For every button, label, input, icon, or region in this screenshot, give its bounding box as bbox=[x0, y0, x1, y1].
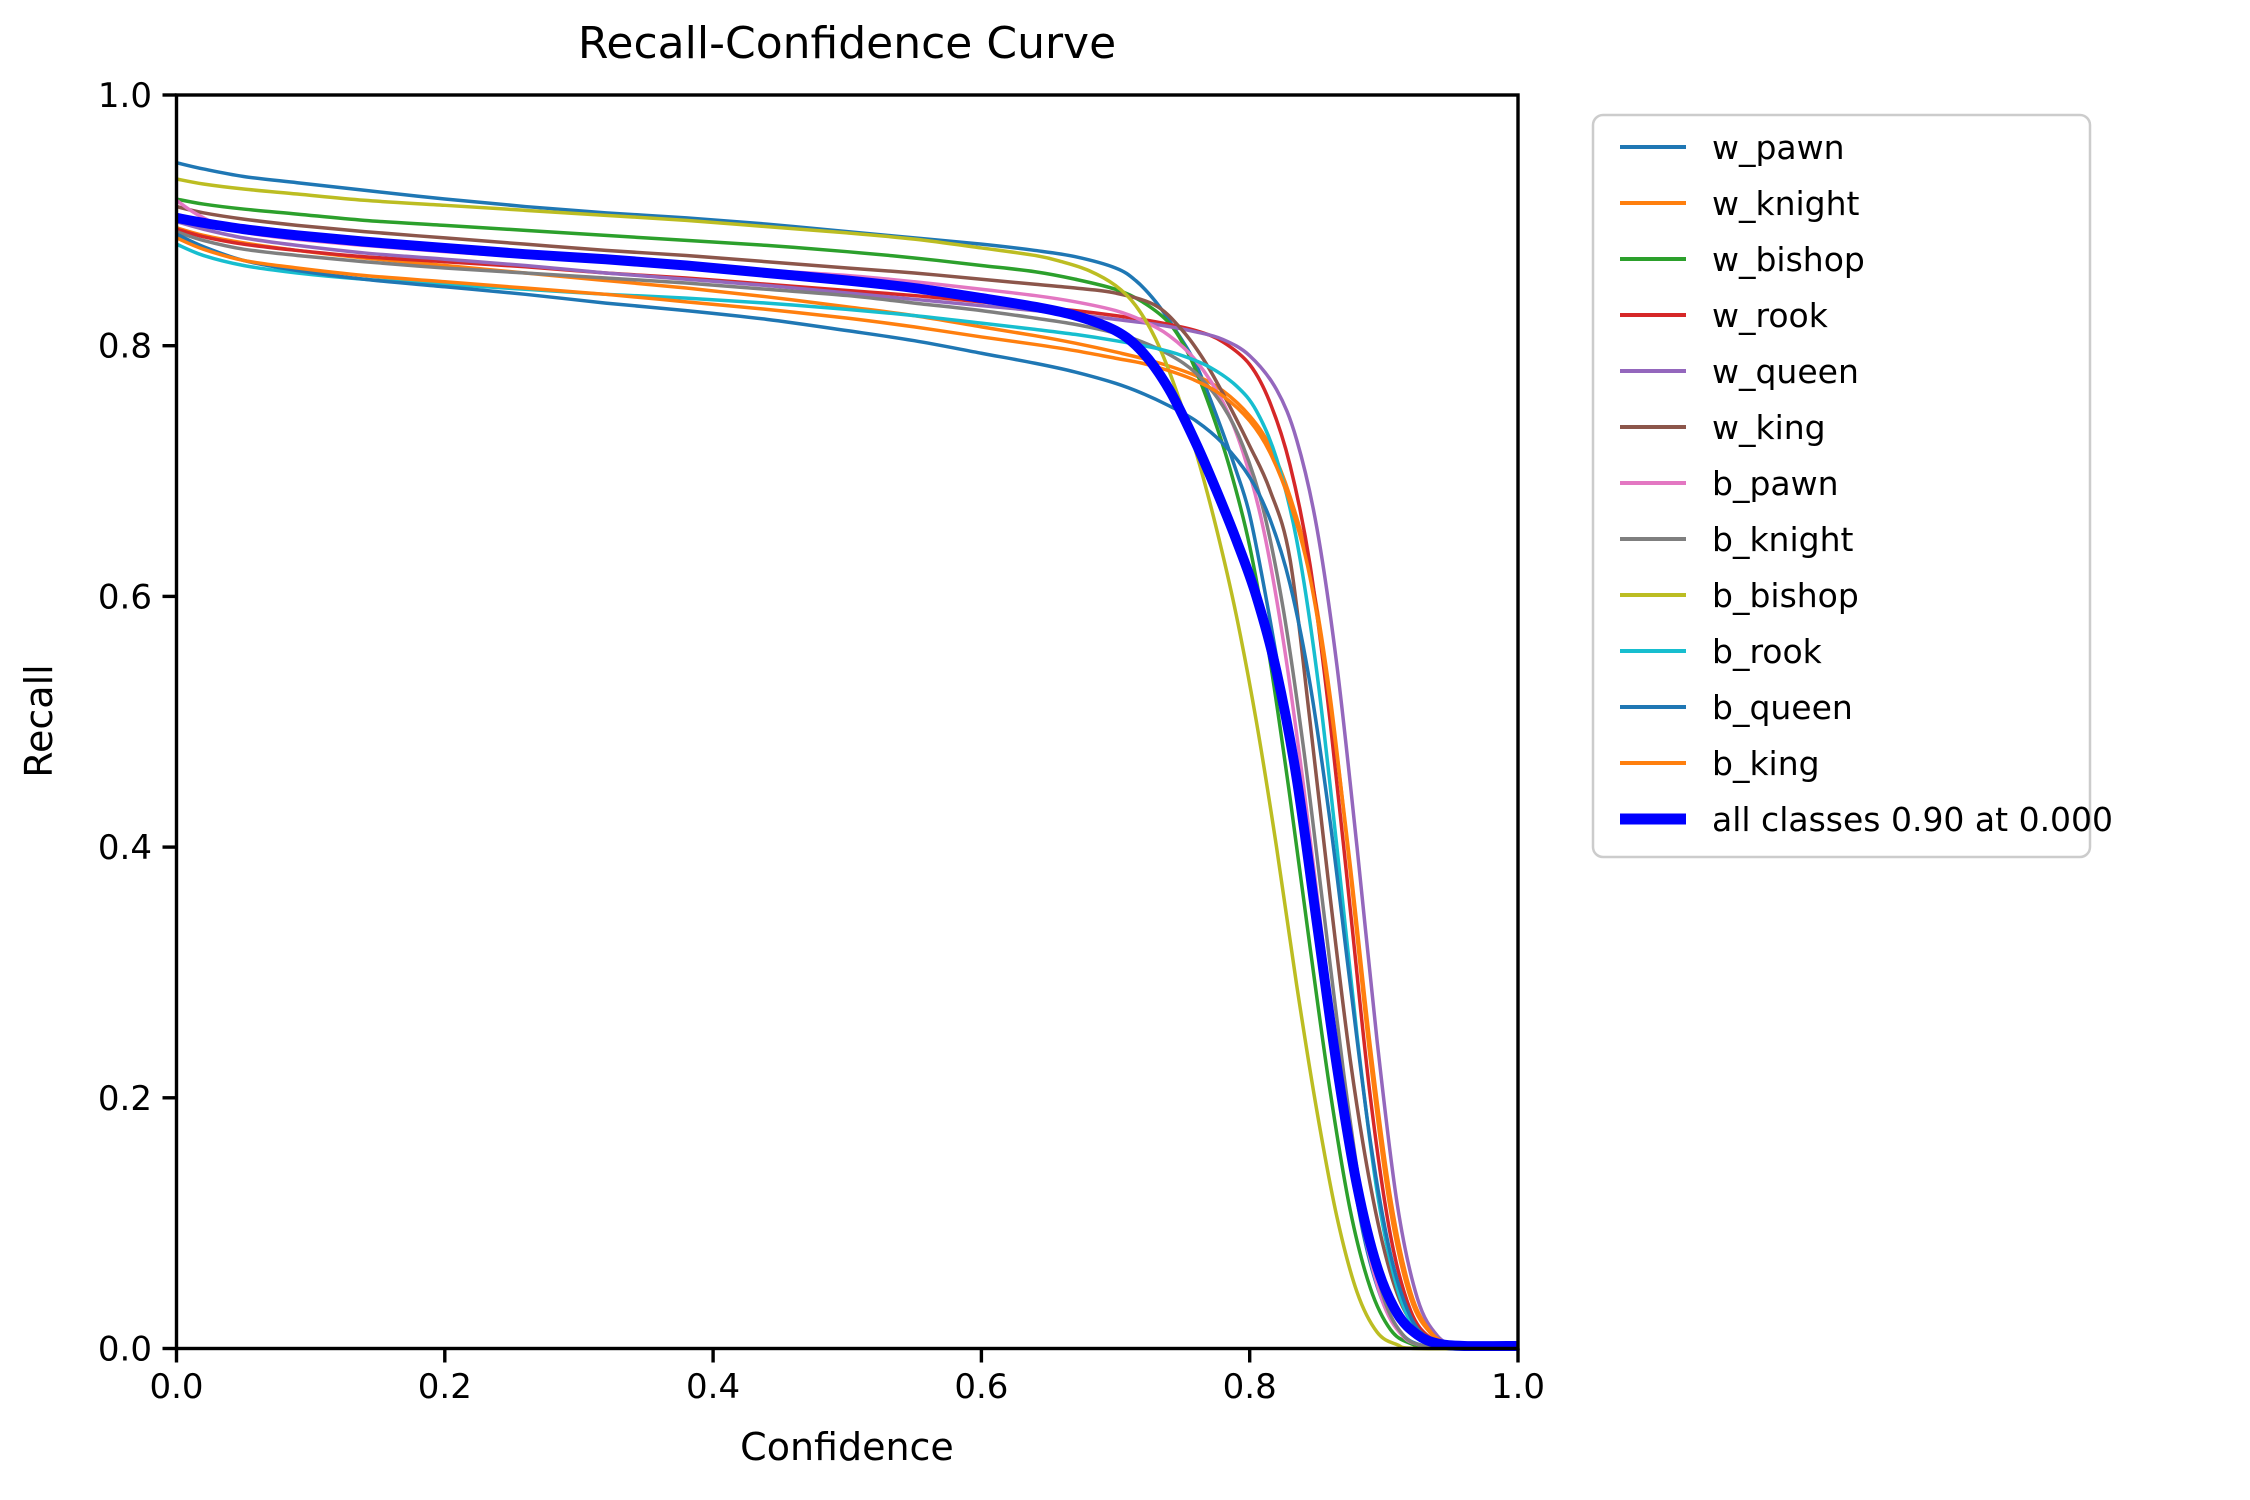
legend-item: b_king bbox=[1620, 744, 1820, 783]
legend-label: b_knight bbox=[1712, 520, 1854, 559]
chart-title: Recall-Confidence Curve bbox=[578, 18, 1116, 69]
legend: w_pawn w_knight w_bishop w_rook w_queen w_kin… bbox=[1591, 113, 2113, 859]
legend-label: w_rook bbox=[1712, 296, 1829, 335]
x-tick-label: 0.8 bbox=[1223, 1367, 1277, 1407]
legend-box bbox=[1591, 113, 2092, 859]
x-tick-label: 0.0 bbox=[149, 1367, 203, 1407]
y-tick-label: 0.8 bbox=[98, 327, 152, 367]
legend-label: w_king bbox=[1712, 408, 1826, 447]
legend-label: w_queen bbox=[1712, 352, 1859, 391]
y-axis-label: Recall bbox=[17, 664, 61, 777]
legend-label: b_king bbox=[1712, 744, 1820, 783]
series-line-w-queen bbox=[176, 219, 1518, 1351]
series-line-b-king bbox=[176, 236, 1518, 1351]
y-tick-label: 0.2 bbox=[98, 1079, 152, 1119]
legend-item: b_pawn bbox=[1620, 464, 1839, 503]
series-line-w-pawn bbox=[176, 160, 1518, 1351]
series-line-w-rook bbox=[176, 227, 1518, 1351]
legend-item: all classes 0.90 at 0.000 bbox=[1620, 800, 2113, 839]
x-tick-label: 0.2 bbox=[418, 1367, 472, 1407]
series-line-b-rook bbox=[176, 242, 1518, 1351]
x-tick-label: 1.0 bbox=[1491, 1367, 1545, 1407]
legend-item: w_queen bbox=[1620, 352, 1859, 391]
legend-label: w_bishop bbox=[1712, 240, 1865, 279]
plot-area bbox=[176, 160, 1518, 1351]
legend-item: b_knight bbox=[1620, 520, 1854, 559]
y-tick-label: 0.0 bbox=[98, 1330, 152, 1370]
x-axis-label: Confidence bbox=[740, 1425, 954, 1469]
legend-item: w_knight bbox=[1620, 184, 1860, 223]
legend-item: w_bishop bbox=[1620, 240, 1865, 279]
y-tick-label: 0.6 bbox=[98, 577, 152, 617]
legend-label: b_pawn bbox=[1712, 464, 1839, 503]
legend-item: b_bishop bbox=[1620, 576, 1859, 615]
series-line-all-classes-0-90-at-0-000 bbox=[176, 212, 1518, 1351]
x-tick-label: 0.6 bbox=[954, 1367, 1008, 1407]
legend-item: w_king bbox=[1620, 408, 1826, 447]
legend-label: b_bishop bbox=[1712, 576, 1859, 615]
series-line-b-queen bbox=[176, 232, 1518, 1351]
series-line-w-bishop bbox=[176, 197, 1518, 1351]
legend-label: b_rook bbox=[1712, 632, 1823, 671]
axes-border bbox=[174, 93, 1520, 1351]
y-tick-label: 1.0 bbox=[98, 76, 152, 116]
legend-label: w_pawn bbox=[1712, 128, 1845, 167]
series-line-b-bishop bbox=[176, 177, 1518, 1351]
legend-item: b_rook bbox=[1620, 632, 1823, 671]
axis-ticks: 0.0 0.2 0.4 0.6 0.8 1.0 0.0 0.2 0.4 0.6 0.8 1.0 bbox=[98, 76, 1545, 1407]
legend-label: all classes 0.90 at 0.000 bbox=[1712, 800, 2113, 839]
series-line-w-king bbox=[176, 204, 1518, 1351]
legend-item: b_queen bbox=[1620, 688, 1853, 727]
y-tick-label: 0.4 bbox=[98, 828, 152, 868]
legend-item: w_pawn bbox=[1620, 128, 1845, 167]
x-tick-label: 0.4 bbox=[686, 1367, 740, 1407]
legend-item: w_rook bbox=[1620, 296, 1829, 335]
legend-label: w_knight bbox=[1712, 184, 1860, 223]
legend-label: b_queen bbox=[1712, 688, 1853, 727]
